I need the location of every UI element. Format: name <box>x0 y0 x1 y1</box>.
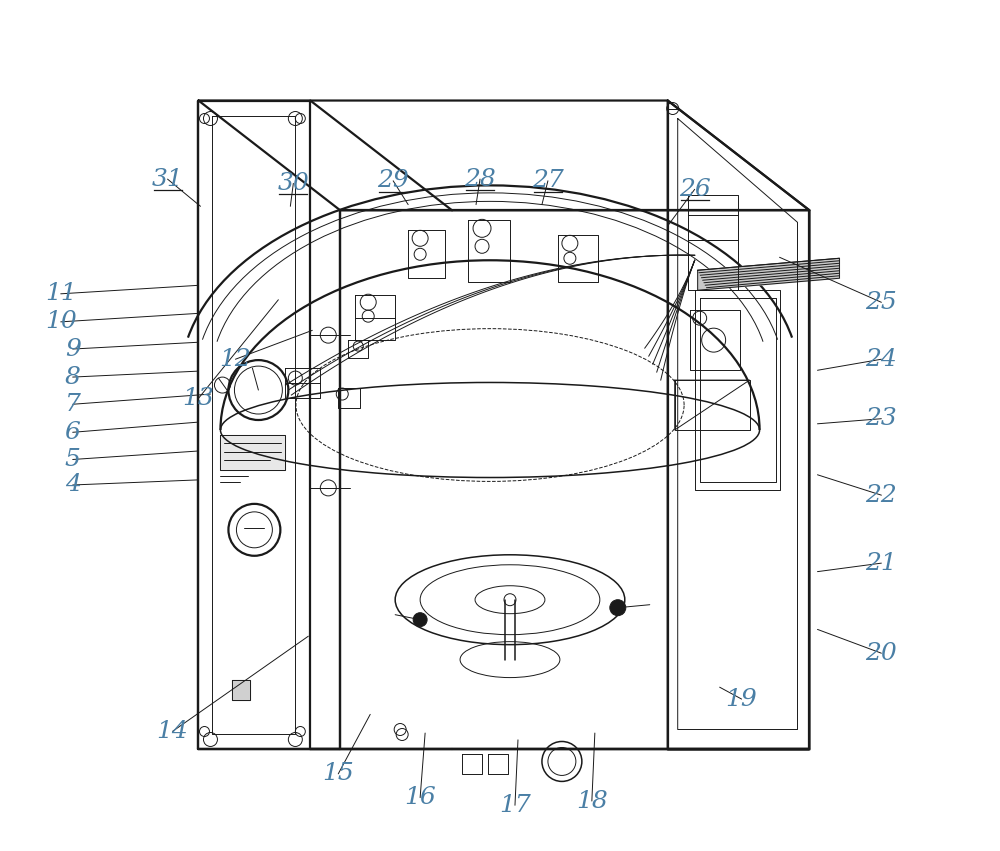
Text: 20: 20 <box>866 642 897 665</box>
Text: 29: 29 <box>377 169 409 192</box>
Text: 27: 27 <box>532 169 564 192</box>
Text: 14: 14 <box>157 720 188 743</box>
Text: 7: 7 <box>65 393 81 416</box>
Polygon shape <box>232 680 250 700</box>
Text: 28: 28 <box>464 168 496 191</box>
Text: 8: 8 <box>65 366 81 389</box>
Polygon shape <box>698 258 839 290</box>
Text: 25: 25 <box>866 291 897 314</box>
Text: 6: 6 <box>65 420 81 444</box>
Text: 12: 12 <box>220 348 251 371</box>
Text: 23: 23 <box>866 407 897 431</box>
Text: 21: 21 <box>866 551 897 574</box>
Text: 5: 5 <box>65 448 81 471</box>
Circle shape <box>413 613 427 626</box>
Text: 4: 4 <box>65 473 81 496</box>
Text: 11: 11 <box>45 283 77 306</box>
Polygon shape <box>220 435 285 470</box>
Text: 17: 17 <box>499 794 531 817</box>
Text: 19: 19 <box>726 688 757 711</box>
Text: 26: 26 <box>679 178 711 201</box>
Text: 24: 24 <box>866 348 897 371</box>
Text: 31: 31 <box>152 168 183 191</box>
Text: 16: 16 <box>404 786 436 809</box>
Text: 18: 18 <box>576 790 608 813</box>
Circle shape <box>610 600 626 615</box>
Text: 22: 22 <box>866 483 897 506</box>
Text: 30: 30 <box>277 172 309 195</box>
Text: 10: 10 <box>45 311 77 334</box>
Text: 13: 13 <box>183 387 214 410</box>
Text: 15: 15 <box>322 762 354 785</box>
Text: 9: 9 <box>65 338 81 361</box>
